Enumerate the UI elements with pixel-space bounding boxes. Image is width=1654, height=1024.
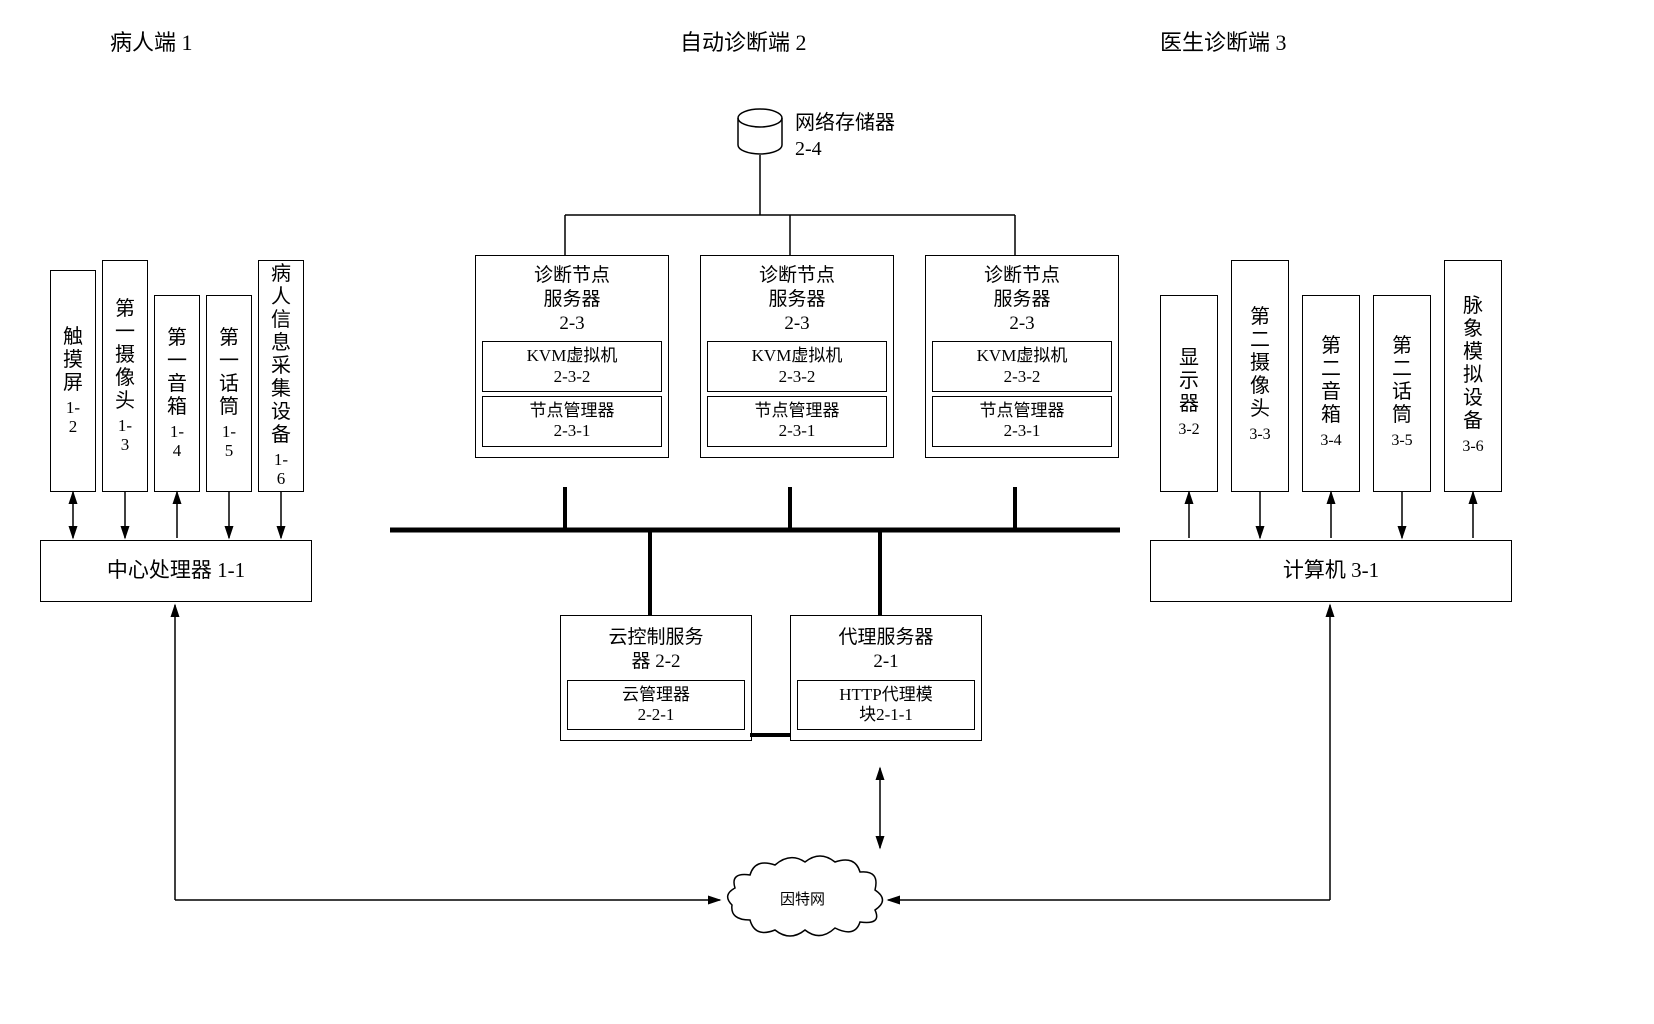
header-auto: 自动诊断端 2 xyxy=(680,25,807,57)
doctor-item-3-6: 脉象模拟设备3-6 xyxy=(1444,260,1502,492)
patient-item-1-4: 第一音箱1-4 xyxy=(154,295,200,492)
internet-label: 因特网 xyxy=(780,888,825,909)
doctor-item-3-2: 显示器3-2 xyxy=(1160,295,1218,492)
kvm-box: KVM虚拟机2-3-2 xyxy=(932,341,1112,392)
header-patient: 病人端 1 xyxy=(110,25,193,57)
storage-label: 网络存储器2-4 xyxy=(795,110,895,162)
patient-item-1-5: 第一话筒1-5 xyxy=(206,295,252,492)
node-server-1: 诊断节点服务器2-3 KVM虚拟机2-3-2 节点管理器2-3-1 xyxy=(475,255,669,458)
node-mgr-box: 节点管理器2-3-1 xyxy=(707,396,887,447)
proxy-server: 代理服务器 2-1 HTTP代理模 块2-1-1 xyxy=(790,615,982,741)
patient-item-1-3: 第一摄像头1-3 xyxy=(102,260,148,492)
kvm-box: KVM虚拟机2-3-2 xyxy=(707,341,887,392)
cloud-control-title: 云控制服务 器 2-2 xyxy=(567,626,745,674)
cpu-box: 中心处理器 1-1 xyxy=(40,540,312,602)
header-doctor: 医生诊断端 3 xyxy=(1160,25,1287,57)
computer-box: 计算机 3-1 xyxy=(1150,540,1512,602)
doctor-item-3-3: 第二摄像头3-3 xyxy=(1231,260,1289,492)
cloud-control-server: 云控制服务 器 2-2 云管理器2-2-1 xyxy=(560,615,752,741)
doctor-item-3-4: 第二音箱3-4 xyxy=(1302,295,1360,492)
node-server-2: 诊断节点服务器2-3 KVM虚拟机2-3-2 节点管理器2-3-1 xyxy=(700,255,894,458)
cloud-manager-box: 云管理器2-2-1 xyxy=(567,680,745,731)
kvm-box: KVM虚拟机2-3-2 xyxy=(482,341,662,392)
node-mgr-box: 节点管理器2-3-1 xyxy=(482,396,662,447)
http-proxy-box: HTTP代理模 块2-1-1 xyxy=(797,680,975,731)
patient-item-1-2: 触摸屏1-2 xyxy=(50,270,96,492)
node-mgr-box: 节点管理器2-3-1 xyxy=(932,396,1112,447)
proxy-title: 代理服务器 2-1 xyxy=(797,626,975,674)
doctor-item-3-5: 第二话筒3-5 xyxy=(1373,295,1431,492)
node-server-3: 诊断节点服务器2-3 KVM虚拟机2-3-2 节点管理器2-3-1 xyxy=(925,255,1119,458)
patient-item-1-6: 病人信息采集设备1-6 xyxy=(258,260,304,492)
